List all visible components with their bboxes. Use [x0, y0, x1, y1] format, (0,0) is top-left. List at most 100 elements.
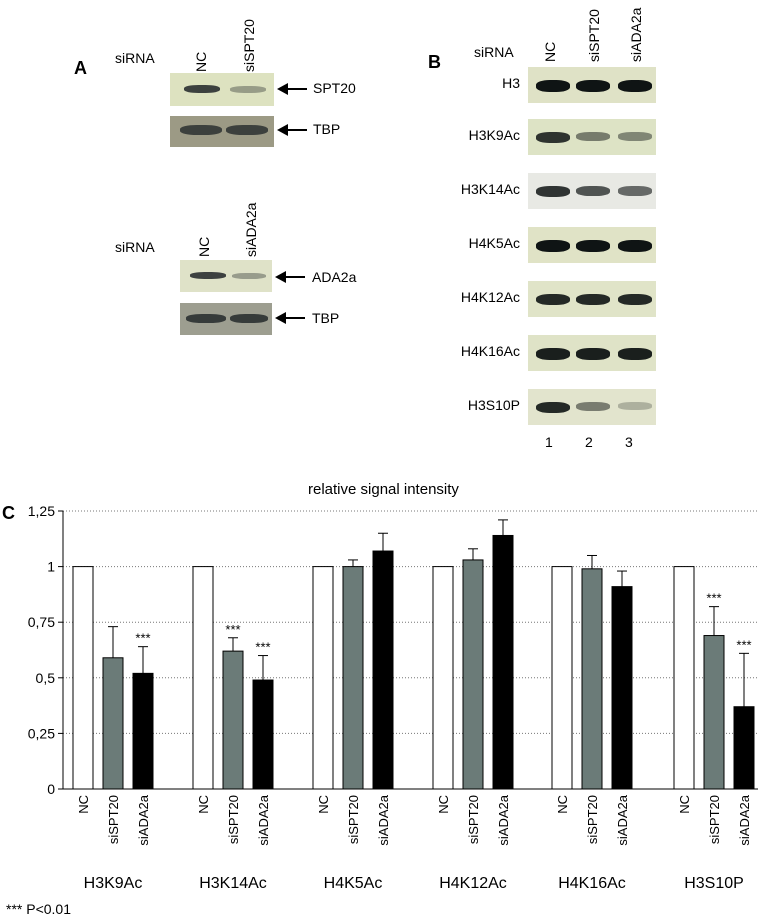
lane-number: 3	[625, 434, 633, 450]
significance-stars: ***	[736, 637, 751, 652]
bar	[192, 566, 214, 790]
sirna-label: siRNA	[115, 239, 155, 255]
chart-title: relative signal intensity	[308, 481, 459, 498]
bar	[611, 586, 633, 790]
bar	[703, 635, 725, 790]
lane-label-sispt20: siSPT20	[241, 19, 257, 72]
band	[618, 80, 652, 92]
bar	[372, 550, 394, 790]
bar-label: siSPT20	[585, 795, 600, 844]
lane-label-siada2a: siADA2a	[243, 202, 259, 257]
blot	[528, 67, 656, 103]
bar-label: siSPT20	[106, 795, 121, 844]
blot-label: H3	[502, 75, 520, 91]
significance-stars: ***	[135, 631, 150, 646]
blot	[528, 389, 656, 425]
blot-label: H4K16Ac	[460, 343, 520, 359]
band	[576, 240, 610, 252]
bar	[733, 706, 755, 790]
band	[618, 402, 652, 410]
bar	[432, 566, 454, 790]
bar	[252, 679, 274, 790]
band	[230, 86, 266, 93]
band	[576, 80, 610, 92]
panel-a-letter: A	[74, 58, 87, 78]
significance-stars: ***	[706, 591, 721, 606]
blot	[528, 281, 656, 317]
bar-label: NC	[76, 795, 91, 814]
blot-label-tbp: TBP	[312, 310, 340, 326]
y-tick-label: 1	[47, 559, 55, 575]
arrow-icon	[277, 83, 288, 95]
lane-label-nc: NC	[196, 236, 212, 257]
blot-label-spt20: SPT20	[313, 80, 356, 96]
blot-ada2a	[180, 260, 272, 292]
blot-label-ada2a: ADA2a	[312, 269, 357, 285]
bar-label: siSPT20	[346, 795, 361, 844]
band	[180, 125, 222, 135]
band	[536, 402, 570, 414]
bar	[462, 559, 484, 790]
bar	[492, 534, 514, 790]
bar-label: siSPT20	[707, 795, 722, 844]
panel-c-letter: C	[2, 503, 15, 523]
bar-label: siADA2a	[737, 794, 752, 845]
group-label: H3S10P	[684, 875, 744, 892]
blot-tbp-2	[180, 303, 272, 335]
arrow-line	[285, 129, 307, 131]
y-tick-label: 0,75	[28, 614, 55, 630]
band	[186, 314, 226, 323]
bar-label: siSPT20	[226, 795, 241, 844]
bar-chart: 0 0,25 0,5 0,75 1 1,25 NC siSPT20 *** siADA2a H3K9…	[28, 503, 758, 892]
band	[618, 132, 652, 141]
band	[536, 294, 570, 306]
band	[232, 273, 266, 279]
y-tick-label: 0,25	[28, 725, 55, 741]
footnote: *** P<0.01	[6, 901, 71, 917]
arrow-icon	[275, 312, 286, 324]
blot-label: H4K5Ac	[468, 235, 520, 251]
band	[536, 186, 570, 198]
bar	[551, 566, 573, 790]
bar	[72, 566, 94, 790]
group-label: H3K14Ac	[199, 875, 267, 892]
band	[576, 294, 610, 306]
sirna-label: siRNA	[474, 44, 514, 60]
bar	[222, 650, 244, 790]
band	[576, 186, 610, 197]
y-tick-label: 1,25	[28, 503, 55, 519]
band	[190, 272, 226, 279]
bar-label: siADA2a	[136, 794, 151, 845]
blot-tbp-1	[170, 116, 274, 147]
band	[618, 348, 652, 360]
band	[618, 294, 652, 306]
lane-label-sispt20: siSPT20	[586, 9, 602, 62]
y-tick-label: 0	[47, 781, 55, 797]
band	[576, 132, 610, 141]
band	[536, 348, 570, 360]
band	[226, 125, 268, 135]
arrow-icon	[277, 124, 288, 136]
band	[184, 85, 220, 93]
significance-stars: ***	[255, 640, 270, 655]
bar	[673, 566, 695, 790]
bar-label: siADA2a	[256, 794, 271, 845]
blot-label: H4K12Ac	[460, 289, 520, 305]
arrow-line	[285, 88, 307, 90]
bar	[581, 568, 603, 790]
blot	[528, 335, 656, 371]
band	[618, 240, 652, 252]
bar	[102, 657, 124, 790]
blot-spt20	[170, 73, 274, 106]
bar-label: siSPT20	[466, 795, 481, 844]
lane-number: 2	[585, 434, 593, 450]
bar	[312, 566, 334, 790]
band	[618, 186, 652, 196]
group-label: H3K9Ac	[84, 875, 143, 892]
y-tick-label: 0,5	[36, 670, 56, 686]
sirna-label: siRNA	[115, 50, 155, 66]
bar-label: NC	[316, 795, 331, 814]
lane-number: 1	[545, 434, 553, 450]
blot	[528, 227, 656, 263]
significance-stars: ***	[225, 622, 240, 637]
